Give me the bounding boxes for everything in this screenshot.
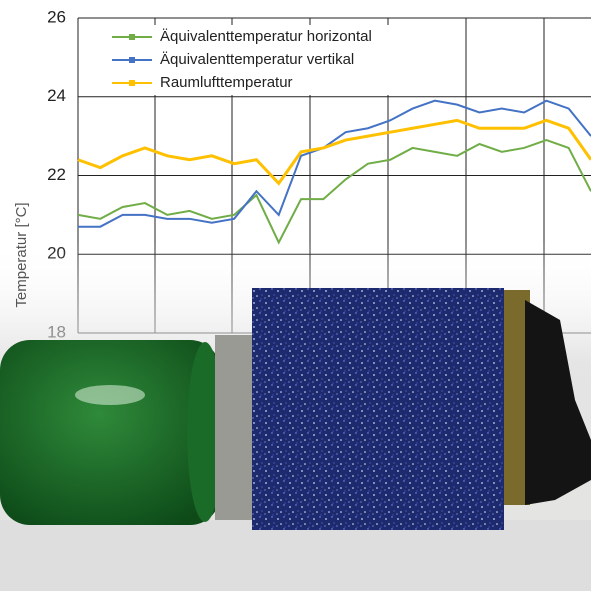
sensor-sparkle: [252, 288, 504, 530]
series-line: [77, 139, 591, 245]
brush-handle: [525, 300, 591, 505]
legend-marker: [129, 57, 135, 63]
cylinder-end: [187, 342, 223, 522]
y-tick-label: 22: [47, 165, 66, 184]
highlight: [75, 385, 145, 405]
series-line: [77, 118, 591, 186]
y-axis-label: Temperatur [°C]: [13, 202, 30, 307]
legend-label: Äquivalenttemperatur vertikal: [160, 51, 354, 68]
plot-area: [77, 17, 591, 334]
legend-box: [105, 25, 445, 95]
legend-label: Raumlufttemperatur: [160, 74, 293, 91]
legend-label: Äquivalenttemperatur horizontal: [160, 28, 372, 45]
legend-marker: [129, 80, 135, 86]
y-tick-label: 24: [47, 86, 66, 105]
y-tick-label: 26: [47, 7, 66, 26]
photo: [0, 240, 591, 591]
green-cylinder: [0, 340, 220, 525]
series-line: [78, 99, 591, 228]
legend-marker: [129, 34, 135, 40]
table-surface: [0, 520, 591, 591]
